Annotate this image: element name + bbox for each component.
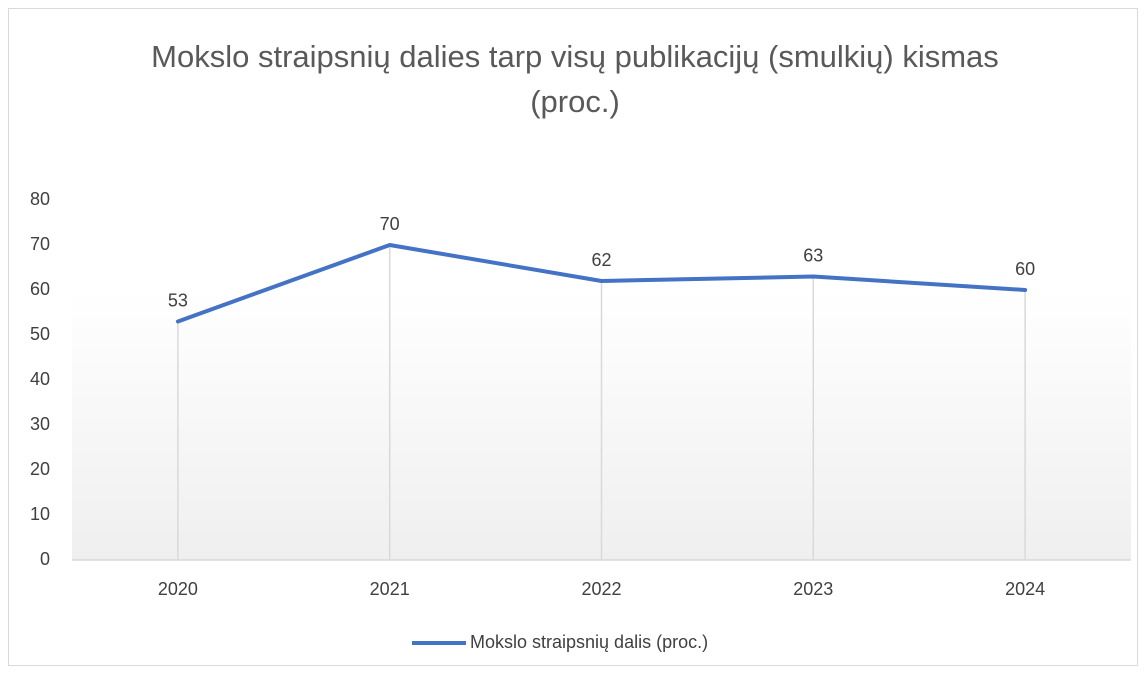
- chart-border: [8, 8, 1138, 666]
- y-tick-label: 20: [30, 459, 50, 479]
- data-label: 53: [168, 290, 188, 310]
- data-label: 63: [803, 245, 823, 265]
- data-label: 62: [591, 250, 611, 270]
- y-tick-label: 10: [30, 504, 50, 524]
- x-tick-label: 2024: [1005, 579, 1045, 599]
- y-tick-label: 40: [30, 369, 50, 389]
- x-tick-label: 2022: [581, 579, 621, 599]
- data-line: [175, 243, 1028, 324]
- chart-title: Mokslo straipsnių dalies tarp visų publi…: [151, 39, 999, 119]
- x-tick-label: 2021: [370, 579, 410, 599]
- x-tick-label: 2020: [158, 579, 198, 599]
- y-tick-label: 50: [30, 324, 50, 344]
- legend-label: Mokslo straipsnių dalis (proc.): [470, 632, 708, 652]
- data-label: 60: [1015, 259, 1035, 279]
- y-tick-label: 30: [30, 414, 50, 434]
- x-tick-label: 2023: [793, 579, 833, 599]
- y-tick-label: 80: [30, 189, 50, 209]
- y-tick-label: 60: [30, 279, 50, 299]
- y-tick-label: 70: [30, 234, 50, 254]
- data-label: 70: [380, 214, 400, 234]
- y-tick-label: 0: [40, 549, 50, 569]
